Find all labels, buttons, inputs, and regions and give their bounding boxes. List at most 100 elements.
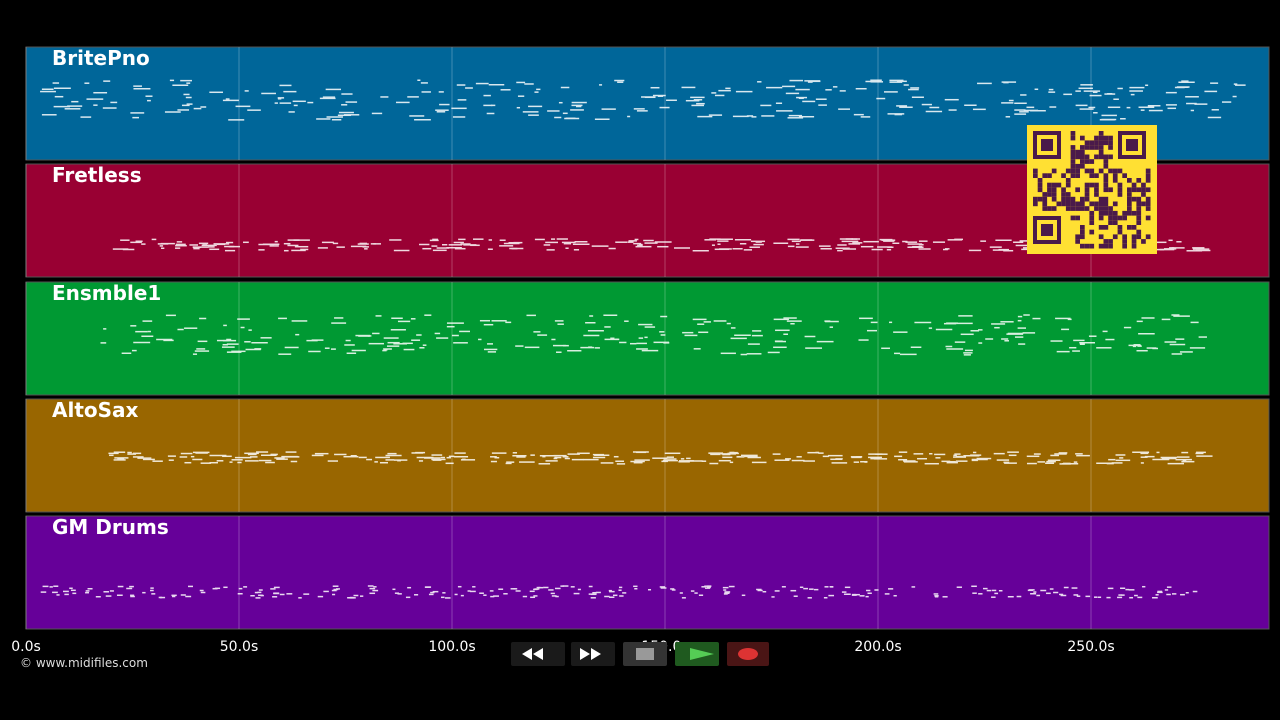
qr-module bbox=[1084, 196, 1090, 202]
qr-module bbox=[1098, 201, 1104, 207]
qr-module bbox=[1075, 149, 1080, 155]
qr-module bbox=[1145, 215, 1151, 221]
qr-module bbox=[1065, 196, 1071, 202]
qr-module bbox=[1089, 140, 1095, 146]
qr-module bbox=[1084, 159, 1090, 164]
qr-module bbox=[1080, 234, 1085, 240]
qr-module bbox=[1103, 196, 1109, 202]
qr-module bbox=[1098, 243, 1104, 249]
qr-module bbox=[1084, 192, 1090, 197]
qr-module bbox=[1112, 215, 1118, 221]
qr-module bbox=[1145, 168, 1151, 174]
qr-module bbox=[1061, 201, 1066, 207]
qr-module bbox=[1103, 154, 1109, 160]
qr-module bbox=[1108, 168, 1113, 174]
qr-module bbox=[1084, 154, 1090, 160]
qr-module bbox=[1098, 140, 1104, 146]
qr-module bbox=[1094, 201, 1099, 207]
qr-module bbox=[1127, 196, 1132, 202]
qr-module bbox=[1131, 210, 1137, 216]
qr-module bbox=[1033, 168, 1038, 174]
track-lane bbox=[25, 515, 1270, 630]
qr-module bbox=[1136, 196, 1142, 202]
qr-module bbox=[1075, 234, 1080, 240]
qr-module bbox=[1112, 220, 1118, 225]
qr-module bbox=[1075, 201, 1080, 207]
qr-module bbox=[1070, 135, 1076, 141]
qr-module bbox=[1131, 182, 1137, 188]
qr-module bbox=[1075, 154, 1080, 160]
qr-module bbox=[1108, 243, 1113, 249]
qr-module bbox=[1141, 201, 1146, 207]
qr-module bbox=[1122, 173, 1127, 178]
qr-module bbox=[1084, 145, 1090, 150]
qr-module bbox=[1103, 201, 1109, 207]
qr-module bbox=[1103, 140, 1109, 146]
qr-module bbox=[1127, 178, 1132, 183]
qr-module bbox=[1070, 173, 1076, 178]
qr-module bbox=[1145, 178, 1151, 183]
qr-module bbox=[1080, 196, 1085, 202]
qr-module bbox=[1141, 187, 1146, 193]
qr-module bbox=[1145, 206, 1151, 211]
track-name: GM Drums bbox=[52, 515, 169, 539]
qr-module bbox=[1070, 159, 1076, 164]
qr-module bbox=[1131, 196, 1137, 202]
qr-module bbox=[1037, 178, 1043, 183]
qr-module bbox=[1098, 210, 1104, 216]
qr-module bbox=[1122, 243, 1127, 249]
qr-module bbox=[1084, 140, 1090, 146]
qr-module bbox=[1061, 192, 1066, 197]
qr-finder bbox=[1041, 224, 1053, 236]
qr-module bbox=[1075, 163, 1080, 169]
qr-module bbox=[1061, 187, 1066, 193]
qr-module bbox=[1056, 182, 1062, 188]
qr-module bbox=[1037, 182, 1043, 188]
qr-module bbox=[1033, 173, 1038, 178]
qr-module bbox=[1056, 201, 1062, 207]
qr-finder bbox=[1126, 139, 1138, 151]
time-tick-label: 0.0s bbox=[11, 639, 41, 655]
qr-module bbox=[1042, 206, 1048, 211]
track-name: Fretless bbox=[52, 163, 142, 187]
qr-module bbox=[1122, 210, 1127, 216]
qr-module bbox=[1080, 243, 1085, 249]
time-tick-label: 50.0s bbox=[220, 639, 258, 655]
qr-module bbox=[1098, 135, 1104, 141]
qr-module bbox=[1108, 135, 1113, 141]
tracks: BritePno Fretless Ensmble1 AltoSax GM Drums bbox=[25, 46, 1270, 630]
qr-module bbox=[1075, 187, 1080, 193]
qr-module bbox=[1136, 210, 1142, 216]
qr-module bbox=[1089, 159, 1095, 164]
qr-module bbox=[1051, 168, 1057, 174]
qr-module bbox=[1094, 135, 1099, 141]
qr-module bbox=[1141, 192, 1146, 197]
qr-module bbox=[1037, 187, 1043, 193]
qr-module bbox=[1070, 163, 1076, 169]
qr-module bbox=[1108, 154, 1113, 160]
qr-module bbox=[1103, 225, 1109, 230]
qr-module bbox=[1070, 149, 1076, 155]
rewind-icon bbox=[522, 648, 543, 660]
qr-module bbox=[1070, 145, 1076, 150]
qr-module bbox=[1080, 145, 1085, 150]
qr-module bbox=[1127, 210, 1132, 216]
qr-module bbox=[1136, 220, 1142, 225]
qr-module bbox=[1103, 206, 1109, 211]
qr-module bbox=[1127, 225, 1132, 230]
qr-module bbox=[1047, 182, 1052, 188]
track-name: Ensmble1 bbox=[52, 281, 161, 305]
qr-module bbox=[1089, 168, 1095, 174]
qr-module bbox=[1051, 192, 1057, 197]
qr-module bbox=[1117, 168, 1123, 174]
qr-module bbox=[1122, 215, 1127, 221]
qr-module bbox=[1122, 239, 1127, 244]
qr-module bbox=[1108, 206, 1113, 211]
qr-module bbox=[1075, 239, 1080, 244]
qr-module bbox=[1145, 187, 1151, 193]
qr-module bbox=[1065, 178, 1071, 183]
qr-module bbox=[1094, 173, 1099, 178]
qr-module bbox=[1098, 145, 1104, 150]
time-tick-label: 250.0s bbox=[1067, 639, 1114, 655]
